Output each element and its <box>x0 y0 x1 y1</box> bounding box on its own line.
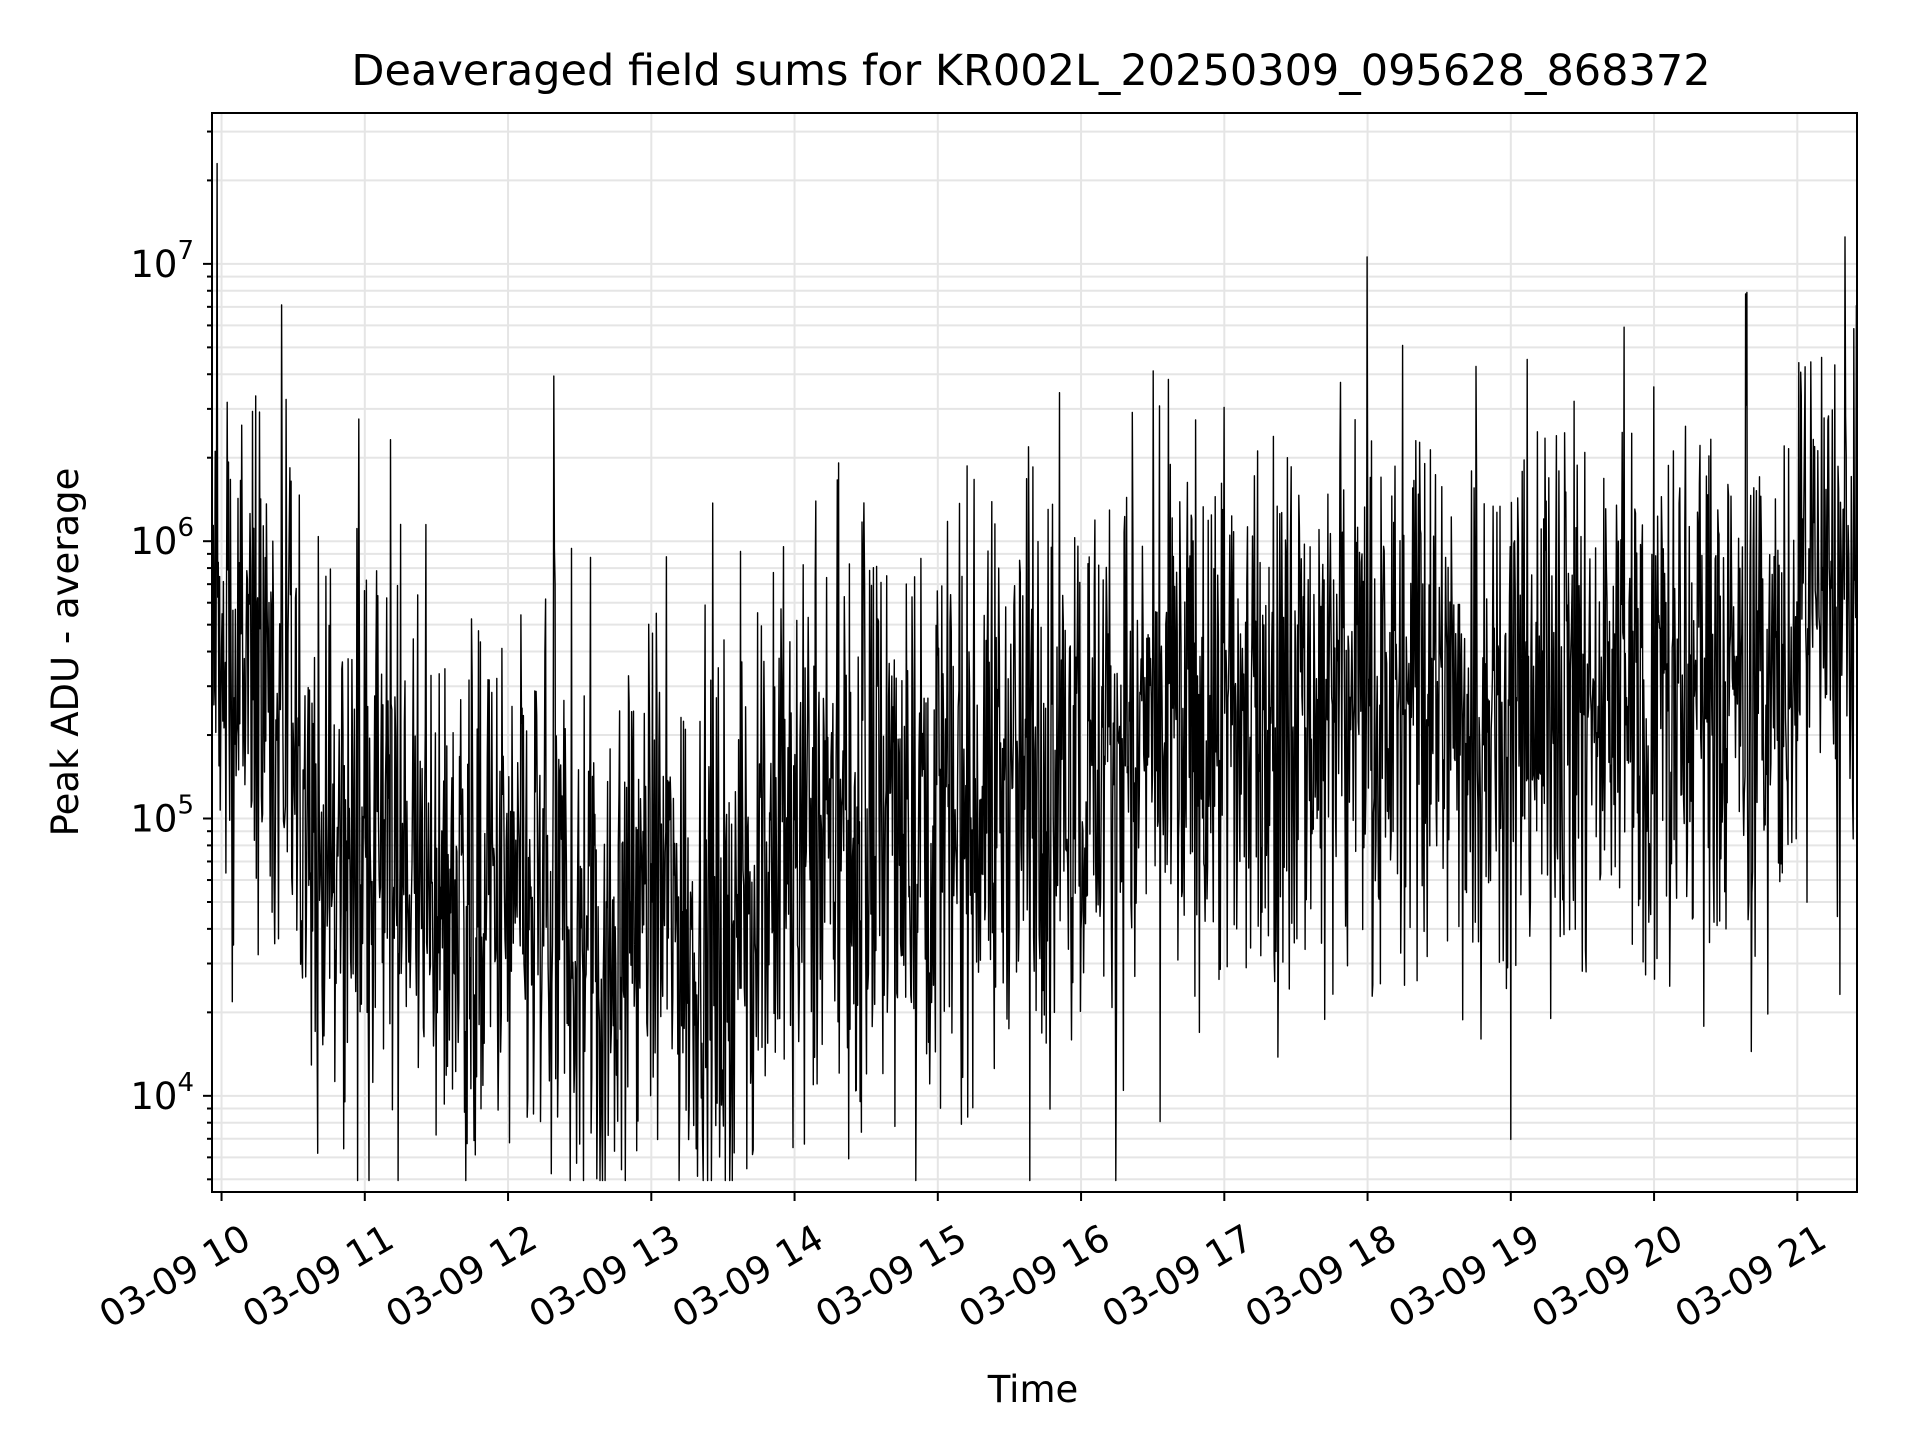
y-axis-label: Peak ADU - average <box>44 468 87 837</box>
y-tick-label: 106 <box>130 513 194 563</box>
y-tick-exponent: 5 <box>177 791 194 821</box>
y-tick-exponent: 7 <box>177 236 194 266</box>
x-axis-label: Time <box>987 1368 1079 1411</box>
series-layer <box>211 162 1858 1182</box>
y-tick-base: 10 <box>130 798 177 841</box>
series-line <box>211 162 1858 1182</box>
y-tick-base: 10 <box>130 243 177 286</box>
y-tick-label: 104 <box>130 1068 194 1118</box>
y-tick-label: 107 <box>130 236 194 286</box>
y-tick-exponent: 6 <box>177 513 194 543</box>
y-tick-label: 105 <box>130 791 194 841</box>
chart-title: Deaveraged field sums for KR002L_2025030… <box>351 46 1710 96</box>
y-tick-base: 10 <box>130 520 177 563</box>
y-tick-exponent: 4 <box>177 1068 194 1098</box>
y-tick-base: 10 <box>130 1075 177 1118</box>
